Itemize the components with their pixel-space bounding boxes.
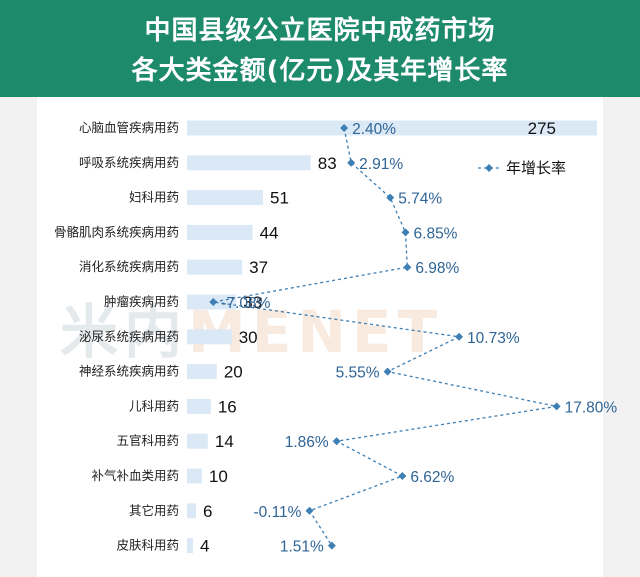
growth-marker	[552, 402, 561, 411]
value-label: 16	[218, 397, 237, 416]
bar	[187, 329, 232, 345]
bar	[187, 190, 264, 206]
category-label: 肿瘤疾病用药	[104, 294, 179, 309]
bar	[187, 364, 217, 380]
growth-marker	[332, 437, 341, 446]
category-label: 五官科用药	[116, 433, 179, 448]
growth-label: 5.55%	[336, 365, 380, 382]
growth-marker	[327, 541, 336, 550]
category-label: 皮肤科用药	[116, 538, 179, 553]
chart-panel	[37, 97, 603, 577]
category-label: 泌尿系统疾病用药	[79, 329, 179, 344]
growth-marker	[455, 332, 464, 341]
category-label: 其它用药	[129, 503, 179, 518]
bar	[187, 259, 243, 275]
chart-title-line-1: 中国县级公立医院中成药市场	[144, 16, 496, 46]
growth-marker	[383, 367, 392, 376]
value-label: 51	[270, 189, 289, 208]
bar	[187, 398, 211, 414]
bar-group: 心脑血管疾病用药 275 呼吸系统疾病用药 83 妇科用药 51 骨骼肌肉系统疾病用药 44 消…	[54, 119, 597, 556]
value-label: 44	[260, 223, 279, 242]
bar	[187, 433, 208, 449]
legend-label: 年增长率	[506, 159, 566, 177]
category-label: 妇科用药	[129, 190, 179, 205]
growth-label: 1.51%	[280, 539, 324, 556]
growth-marker	[347, 158, 356, 167]
growth-label: 2.91%	[359, 156, 403, 173]
growth-label: -0.11%	[254, 504, 302, 521]
category-label: 儿科用药	[129, 398, 179, 413]
growth-label: -7.08%	[221, 295, 270, 312]
chart-title-line-2: 各大类金额(亿元)及其年增长率	[131, 56, 509, 86]
growth-marker	[340, 124, 349, 132]
category-label: 呼吸系统疾病用药	[79, 155, 179, 170]
category-label: 神经系统疾病用药	[79, 364, 179, 379]
category-label: 心脑血管疾病用药	[79, 120, 179, 135]
value-label: 30	[239, 328, 258, 347]
value-label: 6	[203, 502, 212, 521]
growth-marker	[398, 472, 407, 480]
growth-marker	[209, 298, 218, 306]
growth-label: 6.98%	[415, 260, 459, 277]
category-label: 补气补血类用药	[91, 468, 179, 483]
growth-label: 10.73%	[467, 330, 520, 347]
legend: 年增长率	[478, 159, 566, 177]
value-label: 10	[209, 467, 228, 486]
value-label: 83	[318, 154, 337, 173]
bar	[187, 468, 202, 484]
category-label: 消化系统疾病用药	[79, 259, 179, 274]
growth-marker	[386, 193, 395, 202]
growth-marker	[403, 263, 412, 272]
bar	[187, 155, 311, 171]
value-label: 275	[528, 119, 556, 138]
legend-marker-sample	[485, 164, 493, 172]
value-label: 20	[224, 363, 243, 382]
value-label: 4	[200, 537, 209, 556]
growth-line-group: 2.40% 2.91% 5.74% 6.85% 6.98% -7.08% 10.73% 5.5…	[209, 121, 617, 556]
title-banner: 中国县级公立医院中成药市场 各大类金额(亿元)及其年增长率	[0, 0, 640, 97]
growth-label: 5.74%	[398, 191, 442, 208]
bar	[187, 538, 193, 554]
growth-label: 17.80%	[565, 399, 618, 416]
bar	[187, 224, 253, 240]
category-label: 骨骼肌肉系统疾病用药	[54, 224, 179, 239]
bar	[187, 120, 597, 136]
bar	[187, 503, 196, 519]
growth-label: 6.85%	[414, 225, 458, 242]
growth-label: 6.62%	[410, 469, 454, 486]
growth-marker	[305, 506, 314, 515]
watermark-cn: 米内	[60, 298, 189, 366]
growth-label: 1.86%	[285, 434, 329, 451]
growth-label: 2.40%	[352, 121, 396, 138]
growth-marker	[401, 228, 410, 237]
value-label: 37	[249, 258, 268, 277]
value-label: 14	[215, 432, 234, 451]
